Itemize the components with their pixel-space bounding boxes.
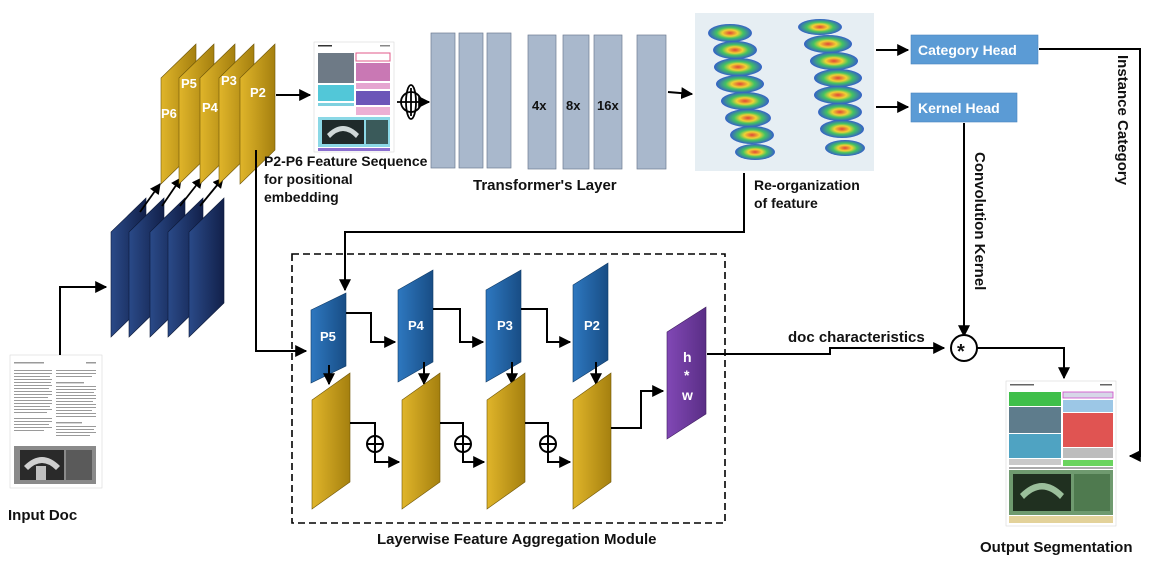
input-doc-thumbnail	[9, 354, 103, 489]
svg-text:P3: P3	[497, 318, 513, 333]
svg-text:w: w	[681, 387, 693, 403]
transformer-block-4	[527, 34, 557, 170]
svg-text:P5: P5	[181, 76, 197, 91]
gold-block-3	[486, 372, 526, 510]
svg-text:Kernel Head: Kernel Head	[918, 100, 1000, 116]
scale-4x: 4x	[532, 98, 547, 113]
transformer-block-5	[562, 34, 590, 170]
output-label: Output Segmentation	[980, 539, 1133, 556]
lfam-p4: P4	[397, 269, 434, 383]
gold-block-1	[311, 372, 351, 510]
hw-output-block: h * w	[666, 306, 707, 440]
arrow-input-to-backbone	[59, 281, 108, 355]
svg-text:P6: P6	[161, 106, 177, 121]
feature-sequence-thumbnail	[313, 41, 395, 153]
svg-text:*: *	[957, 341, 965, 363]
lfam-p2: P2	[572, 262, 609, 383]
svg-text:*: *	[684, 367, 690, 383]
transformer-block-2	[458, 32, 484, 169]
feature-sequence-caption-1: P2-P6 Feature Sequence	[264, 153, 428, 169]
svg-text:P5: P5	[320, 329, 336, 344]
transformer-layers: 4x 8x 16x	[430, 32, 667, 170]
svg-text:P4: P4	[202, 100, 219, 115]
positional-embedding-icon	[397, 84, 425, 120]
lfam-add-operations	[350, 385, 665, 468]
arrow-reorg-to-lfam	[339, 173, 745, 292]
svg-text:P2: P2	[584, 318, 600, 333]
gold-block-2	[401, 372, 441, 510]
arrow-category-to-output	[1039, 48, 1141, 462]
pyramid-level-p2: P2	[239, 43, 276, 185]
backbone-feature-maps	[110, 197, 225, 338]
transformer-block-7	[636, 34, 667, 170]
lfam-gold-blocks	[311, 372, 612, 510]
lfam-label: Layerwise Feature Aggregation Module	[377, 531, 657, 548]
lfam-boundary	[291, 253, 726, 524]
arrow-conv-to-output	[977, 347, 1070, 380]
svg-text:Category Head: Category Head	[918, 42, 1017, 58]
lfam-top-arrows	[346, 308, 572, 348]
reorganization-visual	[695, 13, 874, 171]
instance-category-label: Instance Category	[1114, 55, 1131, 186]
reorg-label-1: Re-organization	[754, 177, 860, 193]
reorg-label-2: of feature	[754, 195, 818, 211]
arrow-backbone-to-lfam	[255, 150, 308, 357]
lfam-down-arrows	[323, 362, 602, 386]
svg-text:h: h	[683, 349, 692, 365]
doc-characteristics-label: doc characteristics	[788, 329, 925, 346]
kernel-head: Kernel Head	[910, 92, 1018, 123]
gold-block-4	[572, 372, 612, 510]
transformer-block-3	[486, 32, 512, 169]
feature-sequence-caption-3: embedding	[264, 189, 339, 205]
svg-text:P4: P4	[408, 318, 425, 333]
transformer-block-1	[430, 32, 456, 169]
feature-sequence-caption-2: for positional	[264, 171, 353, 187]
svg-text:P2: P2	[250, 85, 266, 100]
scale-16x: 16x	[597, 98, 619, 113]
transformer-label: Transformer's Layer	[473, 177, 617, 194]
convolution-kernel-label: Convolution Kernel	[971, 152, 988, 290]
category-head: Category Head	[910, 34, 1039, 65]
navy-layer-5	[188, 197, 225, 338]
svg-text:P3: P3	[221, 73, 237, 88]
arrows-reorg-to-heads	[876, 44, 910, 113]
input-doc-label: Input Doc	[8, 507, 77, 524]
lfam-p5: P5	[310, 292, 347, 384]
scale-8x: 8x	[566, 98, 581, 113]
convolution-operator: *	[950, 334, 978, 363]
arrow-doc-characteristics	[707, 342, 946, 355]
feature-pyramid-stack: P6 P5 P4 P3 P2	[160, 43, 276, 185]
arrow-transformer-to-reorg	[667, 87, 694, 100]
transformer-block-6	[593, 34, 623, 170]
output-segmentation-thumbnail	[1005, 380, 1117, 527]
lfam-p3: P3	[485, 269, 522, 383]
